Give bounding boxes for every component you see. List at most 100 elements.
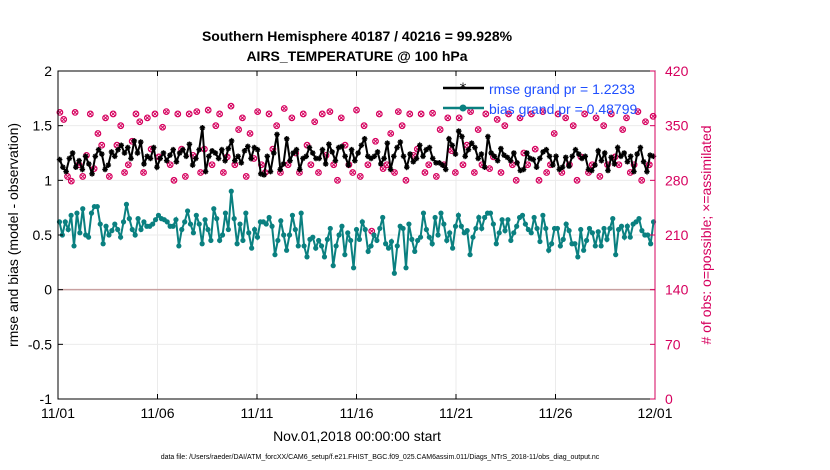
rmse-point (446, 135, 452, 142)
chart-title: Southern Hemisphere 40187 / 40216 = 99.9… (202, 28, 513, 44)
rmse-point (517, 167, 524, 174)
y-axis-label: rmse and bias (model - observation) (5, 123, 21, 347)
bias-point (601, 225, 607, 232)
bias-point (234, 241, 240, 247)
bias-point (610, 216, 616, 222)
rmse-point (627, 153, 634, 160)
bias-point (563, 221, 569, 227)
bias-point (581, 247, 587, 253)
bias-point (575, 254, 581, 260)
bias-point (304, 254, 310, 260)
obs-count-marker (288, 114, 296, 122)
obs-count-marker (353, 106, 360, 114)
rmse-line (58, 127, 654, 177)
rmse-point (459, 133, 465, 140)
obs-count-marker (216, 110, 224, 118)
y-right-tick-label: 420 (665, 63, 689, 79)
bias-point (645, 232, 651, 238)
rmse-point (585, 166, 592, 173)
obs-count-marker (459, 161, 467, 169)
bias-point (385, 245, 392, 251)
bias-point (438, 210, 444, 216)
obs-count-marker (181, 173, 189, 180)
bias-point (173, 217, 179, 223)
obs-count-marker (607, 110, 615, 118)
data-file-footnote: data file: /Users/raeder/DAI/ATM_forcXX/… (161, 454, 600, 461)
obs-count-marker (235, 126, 243, 133)
bias-point (313, 245, 319, 251)
obs-count-marker (512, 176, 520, 184)
bias-point (467, 252, 473, 258)
obs-count-marker (474, 126, 482, 133)
rmse-point (274, 131, 280, 138)
obs-count-marker (528, 110, 535, 118)
rmse-point (598, 157, 605, 164)
obs-count-marker (102, 114, 109, 122)
bias-point (68, 212, 74, 218)
obs-count-marker (208, 161, 216, 169)
obs-count-marker (307, 161, 315, 169)
rmse-point (209, 148, 215, 154)
bias-point (383, 241, 389, 247)
bias-point (71, 243, 77, 249)
obs-count-marker (372, 137, 379, 145)
obs-count-marker (299, 110, 307, 118)
obs-count-marker (204, 106, 212, 114)
rmse-point (131, 138, 138, 144)
bias-point (80, 206, 86, 212)
bias-point (549, 241, 555, 247)
bias-point (458, 223, 464, 229)
rmse-point (579, 155, 585, 162)
bias-point (624, 223, 630, 229)
obs-count-marker (334, 176, 341, 184)
obs-count-marker (623, 114, 630, 122)
obs-count-marker (444, 114, 452, 122)
rmse-point (180, 146, 186, 153)
obs-count-marker (60, 116, 68, 123)
rmse-point (296, 166, 303, 173)
bias-point (479, 225, 485, 232)
bias-point (572, 241, 578, 247)
rmse-point (423, 146, 430, 153)
rmse-point (410, 158, 417, 165)
rmse-point (82, 153, 89, 160)
obs-count-marker (394, 108, 402, 116)
rmse-point (352, 157, 358, 164)
rmse-point (339, 143, 345, 150)
y-tick-label: 1.5 (33, 118, 53, 134)
rmse-point (319, 146, 326, 153)
rmse-point (572, 146, 579, 153)
rmse-point (99, 151, 105, 157)
bias-point (621, 234, 628, 240)
obs-count-marker (505, 110, 513, 118)
x-tick-label: 11/11 (241, 405, 274, 421)
obs-count-marker (197, 169, 204, 176)
bias-point (557, 243, 563, 249)
rmse-point (287, 157, 293, 164)
bias-point (368, 243, 374, 249)
bias-point (103, 223, 109, 229)
bias-point (231, 216, 237, 222)
bias-point (330, 263, 336, 269)
obs-count-marker (67, 177, 75, 185)
rmse-point (63, 168, 69, 175)
bias-point (324, 236, 330, 242)
rmse-point (290, 150, 297, 156)
bias-point (298, 210, 304, 216)
bias-point (251, 226, 258, 233)
rmse-point (342, 153, 348, 160)
rmse-point (326, 141, 332, 148)
obs-count-marker (436, 126, 444, 133)
bias-point (65, 226, 71, 233)
obs-count-marker (554, 110, 562, 118)
bias-point (208, 237, 214, 244)
bias-point (514, 223, 520, 229)
rmse-point (222, 157, 228, 164)
rmse-point (92, 153, 99, 160)
rmse-point (640, 158, 647, 165)
rmse-point (595, 148, 602, 154)
obs-count-marker (117, 122, 125, 130)
bias-point (522, 221, 529, 227)
bias-point (639, 228, 645, 234)
rmse-point (478, 151, 485, 157)
